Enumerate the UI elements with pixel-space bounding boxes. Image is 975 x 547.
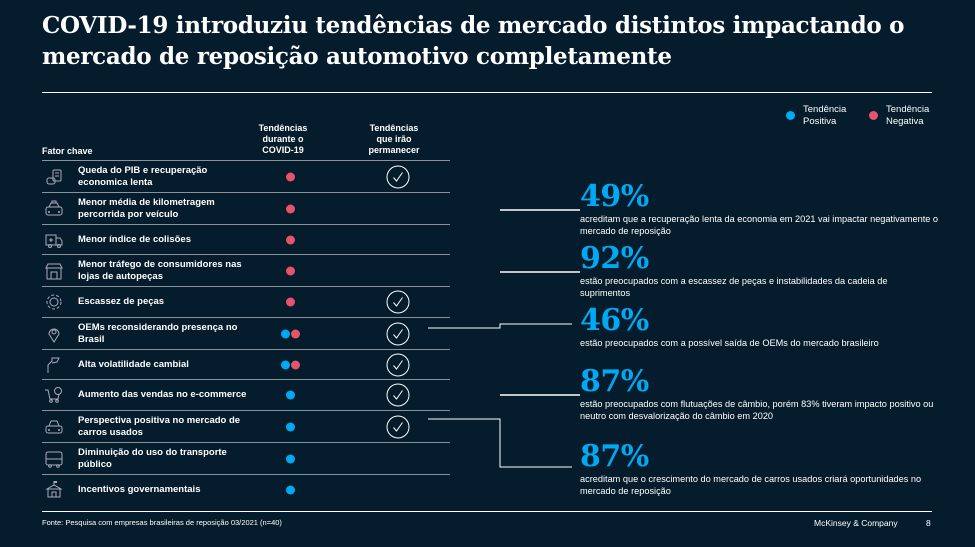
table-row: Menor índice de colisões — [42, 225, 450, 255]
stat-text: acreditam que o crescimento do mercado d… — [580, 474, 922, 496]
legend: Tendência Positiva Tendência Negativa — [786, 104, 938, 128]
table-row: OEMs reconsiderando presença no Brasil — [42, 318, 450, 350]
stat-text: estão preocupados com a possível saída d… — [580, 338, 879, 348]
positive-trend-dot-icon — [285, 390, 295, 400]
table-row: Alta volatilidade cambial — [42, 350, 450, 380]
factor-label: Alta volatilidade cambial — [78, 358, 189, 370]
stat-block: 87% acreditam que o crescimento do merca… — [580, 442, 940, 497]
store-icon — [44, 261, 64, 281]
government-building-icon — [44, 480, 64, 500]
factor-label: Perspectiva positiva no mercado de carro… — [78, 414, 241, 438]
location-pin-icon — [44, 324, 64, 344]
factor-label: Menor índice de colisões — [78, 233, 191, 245]
factor-label: Diminuição do uso do transporte público — [78, 446, 227, 470]
legend-item-positive: Tendência Positiva — [786, 104, 855, 128]
car-icon — [44, 417, 64, 437]
legend-item-negative: Tendência Negativa — [869, 104, 938, 128]
trend-dots — [270, 454, 310, 463]
page-number: 8 — [926, 518, 931, 528]
stat-text: acreditam que a recuperação lenta da eco… — [580, 214, 939, 236]
legend-label: Tendência Negativa — [886, 104, 930, 127]
factor-label: Menor tráfego de consumidores nas lojas … — [78, 258, 242, 282]
table-row: Menor tráfego de consumidores nas lojas … — [42, 255, 450, 287]
table-row: Incentivos governamentais — [42, 475, 450, 505]
checkmark-circle-icon — [386, 353, 410, 377]
stat-block: 87% estão preocupados com flutuações de … — [580, 367, 940, 422]
checkmark-circle-icon — [386, 290, 410, 314]
trend-dots — [270, 266, 310, 275]
ambulance-icon — [44, 230, 64, 250]
trend-dots — [270, 390, 310, 400]
positive-dot-icon — [786, 111, 795, 120]
header-divider — [42, 160, 450, 161]
stat-value: 46% — [580, 303, 649, 338]
checkmark-circle-icon — [386, 415, 410, 439]
checkmark-circle-icon — [386, 165, 410, 189]
negative-trend-dot-icon — [290, 360, 300, 369]
negative-trend-dot-icon — [285, 172, 295, 181]
positive-trend-dot-icon — [285, 454, 295, 463]
factor-label: Aumento das vendas no e-commerce — [78, 389, 247, 400]
factor-table: Queda do PIB e recuperação economica len… — [42, 161, 450, 505]
factor-label: Menor média de kilometragem percorrida p… — [78, 196, 215, 220]
footer-divider — [42, 511, 932, 512]
trend-dots — [270, 204, 310, 213]
stat-value: 49% — [580, 179, 649, 214]
table-header: Fator chave Tendências durante o COVID-1… — [42, 121, 450, 159]
trend-dots — [270, 172, 310, 181]
page-title: COVID-19 introduziu tendências de mercad… — [42, 12, 905, 70]
checkmark-circle-icon — [386, 322, 410, 346]
negative-trend-dot-icon — [285, 204, 295, 213]
title-divider — [42, 92, 932, 93]
table-row: Menor média de kilometragem percorrida p… — [42, 193, 450, 225]
stat-text: estão preocupados com a escassez de peça… — [580, 276, 888, 298]
brand-name: McKinsey & Company — [814, 518, 898, 528]
table-row: Diminuição do uso do transporte público — [42, 443, 450, 475]
positive-trend-dot-icon — [285, 485, 295, 495]
trend-dots — [270, 485, 310, 495]
positive-trend-dot-icon — [285, 422, 295, 431]
table-row: Queda do PIB e recuperação economica len… — [42, 161, 450, 193]
bus-icon — [44, 449, 64, 469]
table-row: Aumento das vendas no e-commerce — [42, 380, 450, 411]
positive-trend-dot-icon — [280, 329, 290, 338]
header-during-covid: Tendências durante o COVID-19 — [258, 123, 308, 155]
legend-label: Tendência Positiva — [803, 104, 847, 127]
taxi-icon — [44, 199, 64, 219]
checkmark-circle-icon — [386, 383, 410, 407]
gear-icon — [44, 292, 64, 312]
negative-trend-dot-icon — [290, 329, 300, 338]
trend-dots — [270, 235, 310, 244]
trend-dots — [270, 422, 310, 431]
header-will-remain: Tendências que irão permanecer — [368, 123, 420, 155]
stat-value: 92% — [580, 241, 649, 276]
coins-icon — [44, 167, 64, 187]
header-factor: Fator chave — [42, 146, 93, 156]
table-row: Escassez de peças — [42, 287, 450, 318]
factor-label: Incentivos governamentais — [78, 484, 201, 495]
flag-icon — [44, 355, 64, 375]
factor-label: Queda do PIB e recuperação economica len… — [78, 164, 208, 188]
trend-dots — [270, 297, 310, 307]
factor-label: OEMs reconsiderando presença no Brasil — [78, 321, 238, 345]
factor-label: Escassez de peças — [78, 296, 165, 307]
trend-dots — [270, 360, 310, 369]
stat-block: 46% estão preocupados com a possível saí… — [580, 306, 940, 349]
stat-value: 87% — [580, 439, 649, 474]
trend-dots — [270, 329, 310, 338]
stat-value: 87% — [580, 364, 649, 399]
stat-block: 92% estão preocupados com a escassez de … — [580, 244, 940, 299]
stat-block: 49% acreditam que a recuperação lenta da… — [580, 182, 940, 237]
stat-text: estão preocupados com flutuações de câmb… — [580, 399, 934, 421]
table-row: Perspectiva positiva no mercado de carro… — [42, 411, 450, 443]
source-note: Fonte: Pesquisa com empresas brasileiras… — [42, 518, 282, 527]
negative-trend-dot-icon — [285, 235, 295, 244]
negative-dot-icon — [869, 111, 878, 120]
negative-trend-dot-icon — [285, 297, 295, 307]
shopping-cart-icon — [44, 385, 64, 405]
positive-trend-dot-icon — [280, 360, 290, 369]
negative-trend-dot-icon — [285, 266, 295, 275]
